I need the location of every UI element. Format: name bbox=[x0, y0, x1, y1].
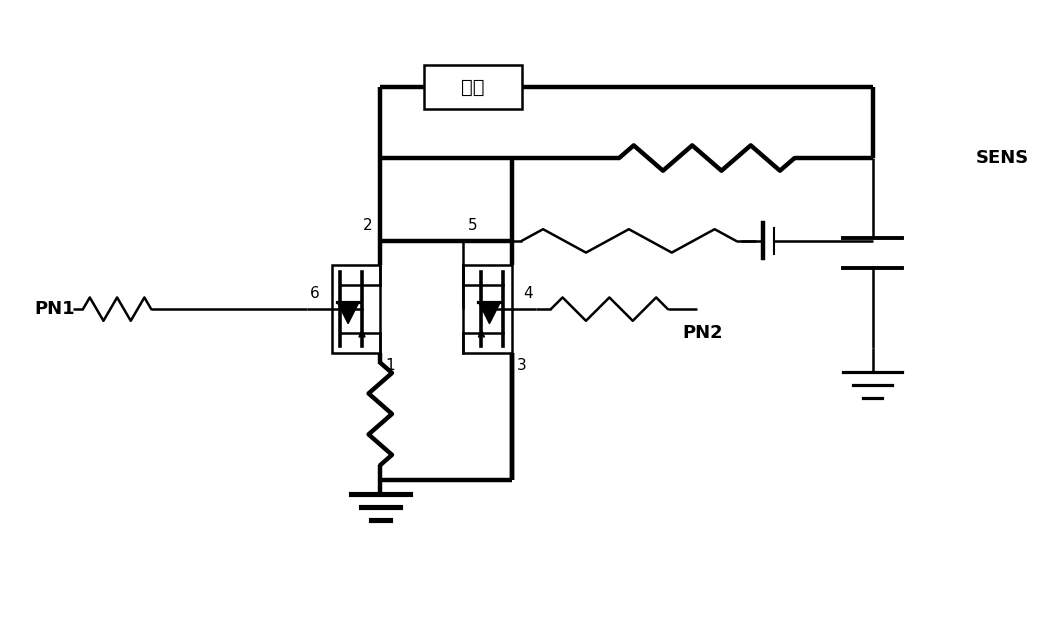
Text: 6: 6 bbox=[310, 286, 320, 301]
Text: 1: 1 bbox=[385, 358, 395, 373]
Polygon shape bbox=[337, 302, 359, 323]
Text: 5: 5 bbox=[468, 218, 478, 233]
Text: 2: 2 bbox=[363, 218, 373, 233]
Polygon shape bbox=[478, 302, 500, 323]
Bar bbox=[463, 265, 512, 353]
Text: 3: 3 bbox=[517, 358, 526, 373]
Bar bbox=[424, 65, 521, 109]
Text: 4: 4 bbox=[523, 286, 533, 301]
Text: PN1: PN1 bbox=[35, 300, 75, 318]
Text: 输出: 输出 bbox=[461, 78, 484, 97]
Text: PN2: PN2 bbox=[682, 324, 723, 342]
Text: SENS: SENS bbox=[975, 149, 1029, 167]
Bar bbox=[332, 265, 380, 353]
